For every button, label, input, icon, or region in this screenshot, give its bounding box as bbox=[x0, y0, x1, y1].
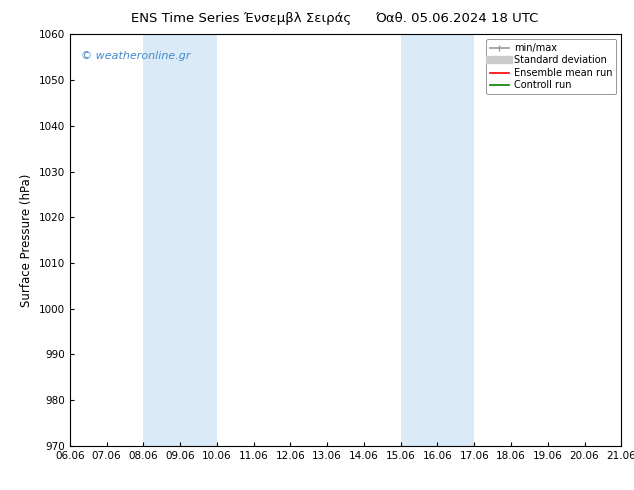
Y-axis label: Surface Pressure (hPa): Surface Pressure (hPa) bbox=[20, 173, 33, 307]
Text: ENS Time Series Ένσεμβλ Σειράς: ENS Time Series Ένσεμβλ Σειράς bbox=[131, 12, 351, 25]
Text: Όαθ. 05.06.2024 18 UTC: Όαθ. 05.06.2024 18 UTC bbox=[375, 12, 538, 25]
Text: © weatheronline.gr: © weatheronline.gr bbox=[81, 51, 190, 61]
Bar bbox=[401, 34, 474, 446]
Bar bbox=[143, 34, 217, 446]
Legend: min/max, Standard deviation, Ensemble mean run, Controll run: min/max, Standard deviation, Ensemble me… bbox=[486, 39, 616, 94]
